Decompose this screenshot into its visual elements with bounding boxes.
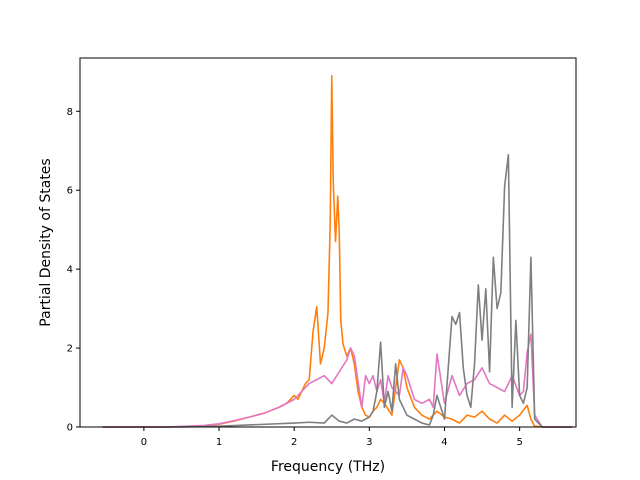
x-tick-label: 3 — [366, 437, 372, 448]
series-line-2 — [102, 333, 573, 428]
x-tick-label: 2 — [291, 437, 297, 448]
plot-frame — [79, 57, 577, 428]
y-axis-label: Partial Density of States — [38, 158, 54, 326]
x-tick-label: 1 — [216, 437, 222, 448]
x-tick-label: 4 — [441, 437, 447, 448]
x-axis-label: Frequency (THz) — [271, 459, 385, 475]
y-tick-label: 0 — [67, 423, 73, 434]
y-axis-ticks: 0 2 4 6 8 — [67, 107, 80, 434]
x-tick-label: 0 — [141, 437, 147, 448]
plot-area-background — [80, 58, 576, 427]
series-layer — [102, 74, 573, 428]
y-tick-label: 4 — [67, 265, 73, 276]
y-tick-label: 8 — [67, 107, 73, 118]
y-tick-label: 6 — [67, 186, 73, 197]
y-tick-label: 2 — [67, 344, 73, 355]
x-tick-label: 5 — [516, 437, 522, 448]
x-axis-ticks: 0 1 2 3 4 5 — [141, 427, 523, 448]
series-line-3 — [102, 153, 573, 428]
